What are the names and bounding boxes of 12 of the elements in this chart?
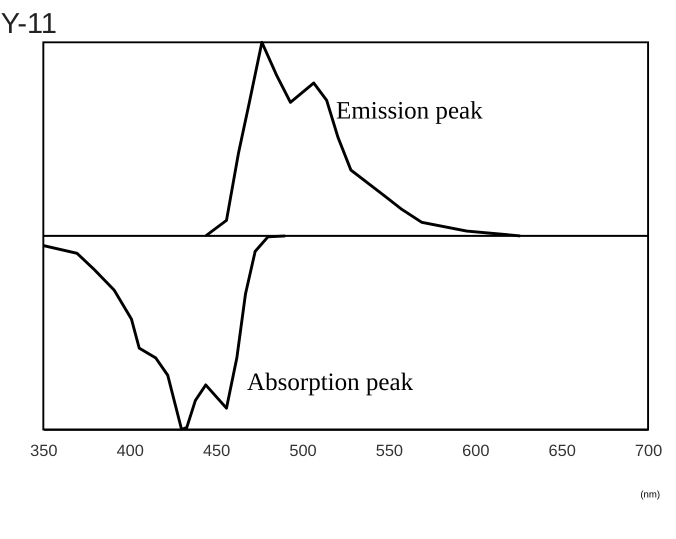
x-tick-label: 700 — [634, 442, 662, 460]
x-tick-label: 550 — [376, 442, 404, 460]
x-tick-label: 400 — [116, 442, 144, 460]
chart-title: Y-11 — [0, 8, 57, 40]
series-label: Absorption peak — [247, 368, 414, 396]
x-tick-label: 650 — [548, 442, 576, 460]
x-tick-label: 600 — [462, 442, 490, 460]
x-tick-label: 350 — [30, 442, 58, 460]
series-label: Emission peak — [336, 97, 484, 124]
x-tick-label: 450 — [202, 442, 230, 460]
x-tick-label: 500 — [289, 442, 317, 460]
x-axis-title: (nm) — [640, 489, 660, 500]
